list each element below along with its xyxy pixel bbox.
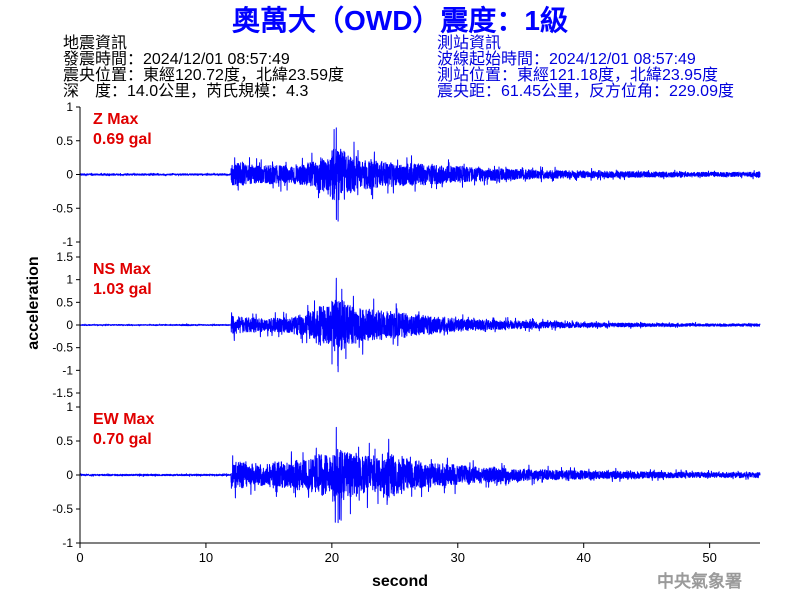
epicenter-location: 震央位置：東經120.72度，北緯23.59度 [63, 66, 344, 84]
y-tick-label: -0.5 [52, 201, 73, 215]
x-tick-label: 30 [451, 550, 465, 565]
trace-start-time: 波線起始時間：2024/12/01 08:57:49 [437, 50, 696, 68]
station-location: 測站位置：東經121.18度，北緯23.95度 [437, 66, 718, 84]
trace-ns [79, 277, 761, 373]
x-axis: 0 10 20 30 40 50 [76, 107, 760, 565]
y-tick-label: 0.5 [56, 134, 73, 148]
depth-magnitude: 深 度：14.0公里，芮氏規模：4.3 [63, 82, 308, 100]
y-tick-label: -0.5 [52, 341, 73, 355]
station-info-block: 測站資訊 波線起始時間：2024/12/01 08:57:49 測站位置：東經1… [437, 34, 734, 100]
y-tick-label: -0.5 [52, 502, 73, 516]
y-tick-label: 0.5 [56, 295, 73, 309]
z-max-value: 0.69 gal [93, 131, 152, 148]
station-info-heading: 測站資訊 [437, 34, 501, 52]
event-info-block: 地震資訊 發震時間：2024/12/01 08:57:49 震央位置：東經120… [63, 34, 344, 100]
ew-max-value: 0.70 gal [93, 431, 152, 448]
ns-max-value: 1.03 gal [93, 281, 152, 298]
y-tick-label: 0.5 [56, 434, 73, 448]
x-tick-label: 20 [325, 550, 339, 565]
page-title: 奧萬大（OWD）震度：1級 [232, 4, 568, 36]
x-tick-label: 10 [199, 550, 213, 565]
trace-z [79, 127, 761, 222]
y-axis-ticks-ew: 1 0.5 0 -0.5 -1 [52, 400, 80, 550]
z-max-label: Z Max [93, 111, 138, 128]
y-tick-label: 0 [66, 318, 73, 332]
y-tick-label: 0 [66, 168, 73, 182]
y-tick-label: 1 [66, 273, 73, 287]
origin-time: 發震時間：2024/12/01 08:57:49 [63, 50, 290, 68]
y-axis-label: acceleration [25, 256, 42, 349]
panel-ew: 1 0.5 0 -0.5 -1 EW Max 0.70 gal [52, 400, 761, 550]
ew-max-label: EW Max [93, 411, 154, 428]
x-tick-label: 40 [576, 550, 590, 565]
x-tick-label: 0 [76, 550, 83, 565]
y-tick-label: 1.5 [56, 250, 73, 264]
y-tick-label: 1 [66, 400, 73, 414]
trace-ew [79, 426, 761, 524]
y-tick-label: -1 [62, 235, 73, 249]
panel-ns: 1.5 1 0.5 0 -0.5 -1 -1.5 NS Max 1.03 gal [52, 250, 761, 400]
y-axis-ticks-ns: 1.5 1 0.5 0 -0.5 -1 -1.5 [52, 250, 80, 400]
y-tick-label: 0 [66, 468, 73, 482]
y-tick-label: -1.5 [52, 386, 73, 400]
x-axis-label: second [372, 573, 428, 590]
x-tick-label: 50 [702, 550, 716, 565]
y-axis-ticks-z: 1 0.5 0 -0.5 -1 [52, 100, 80, 249]
y-tick-label: -1 [62, 363, 73, 377]
y-tick-label: -1 [62, 536, 73, 550]
epicentral-distance: 震央距：61.45公里，反方位角：229.09度 [437, 82, 734, 100]
ns-max-label: NS Max [93, 261, 151, 278]
panel-z: 1 0.5 0 -0.5 -1 Z Max 0.69 gal [52, 100, 761, 249]
cwa-watermark: 中央氣象署 [657, 571, 742, 592]
event-info-heading: 地震資訊 [63, 34, 127, 52]
y-tick-label: 1 [66, 100, 73, 114]
